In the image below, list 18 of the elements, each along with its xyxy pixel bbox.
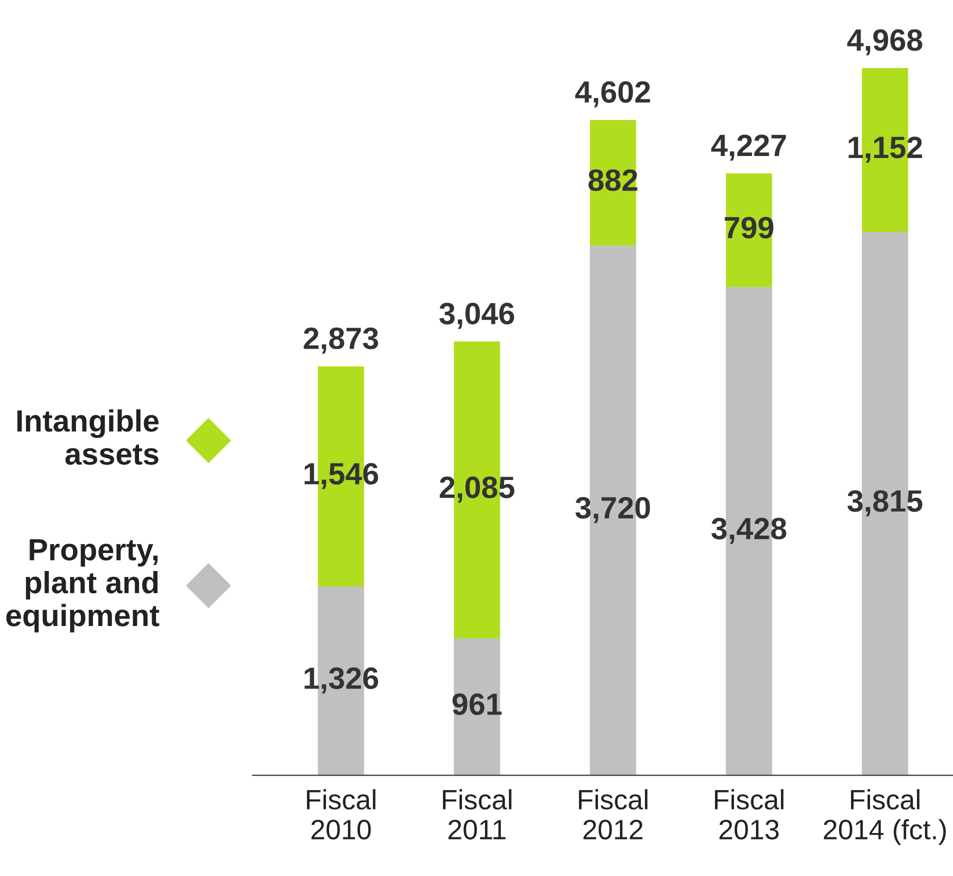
legend-label: Intangible assets (17, 409, 159, 465)
data-label: 3,720 (575, 496, 650, 524)
bar (454, 638, 500, 776)
total-label: 4,227 (711, 134, 786, 161)
total-label: 2,873 (304, 328, 378, 354)
x-tick-label: Fiscal 2012 (578, 789, 648, 840)
x-tick-label: Fiscal 2014 (fct.) (824, 789, 946, 845)
data-label: 1,326 (304, 667, 378, 694)
data-label: 3,815 (847, 490, 922, 516)
legend-label: Property, plant and equipment (6, 539, 160, 632)
x-tick-label: Fiscal 2011 (442, 789, 512, 840)
data-label: 3,428 (711, 518, 786, 544)
total-label: 4,602 (575, 81, 650, 108)
total-label: 4,968 (847, 29, 922, 56)
total-label: 3,046 (439, 302, 514, 329)
data-label: 961 (452, 693, 502, 716)
x-tick-label: Fiscal 2010 (306, 789, 376, 840)
x-tick-label: Fiscal 2013 (714, 789, 784, 840)
